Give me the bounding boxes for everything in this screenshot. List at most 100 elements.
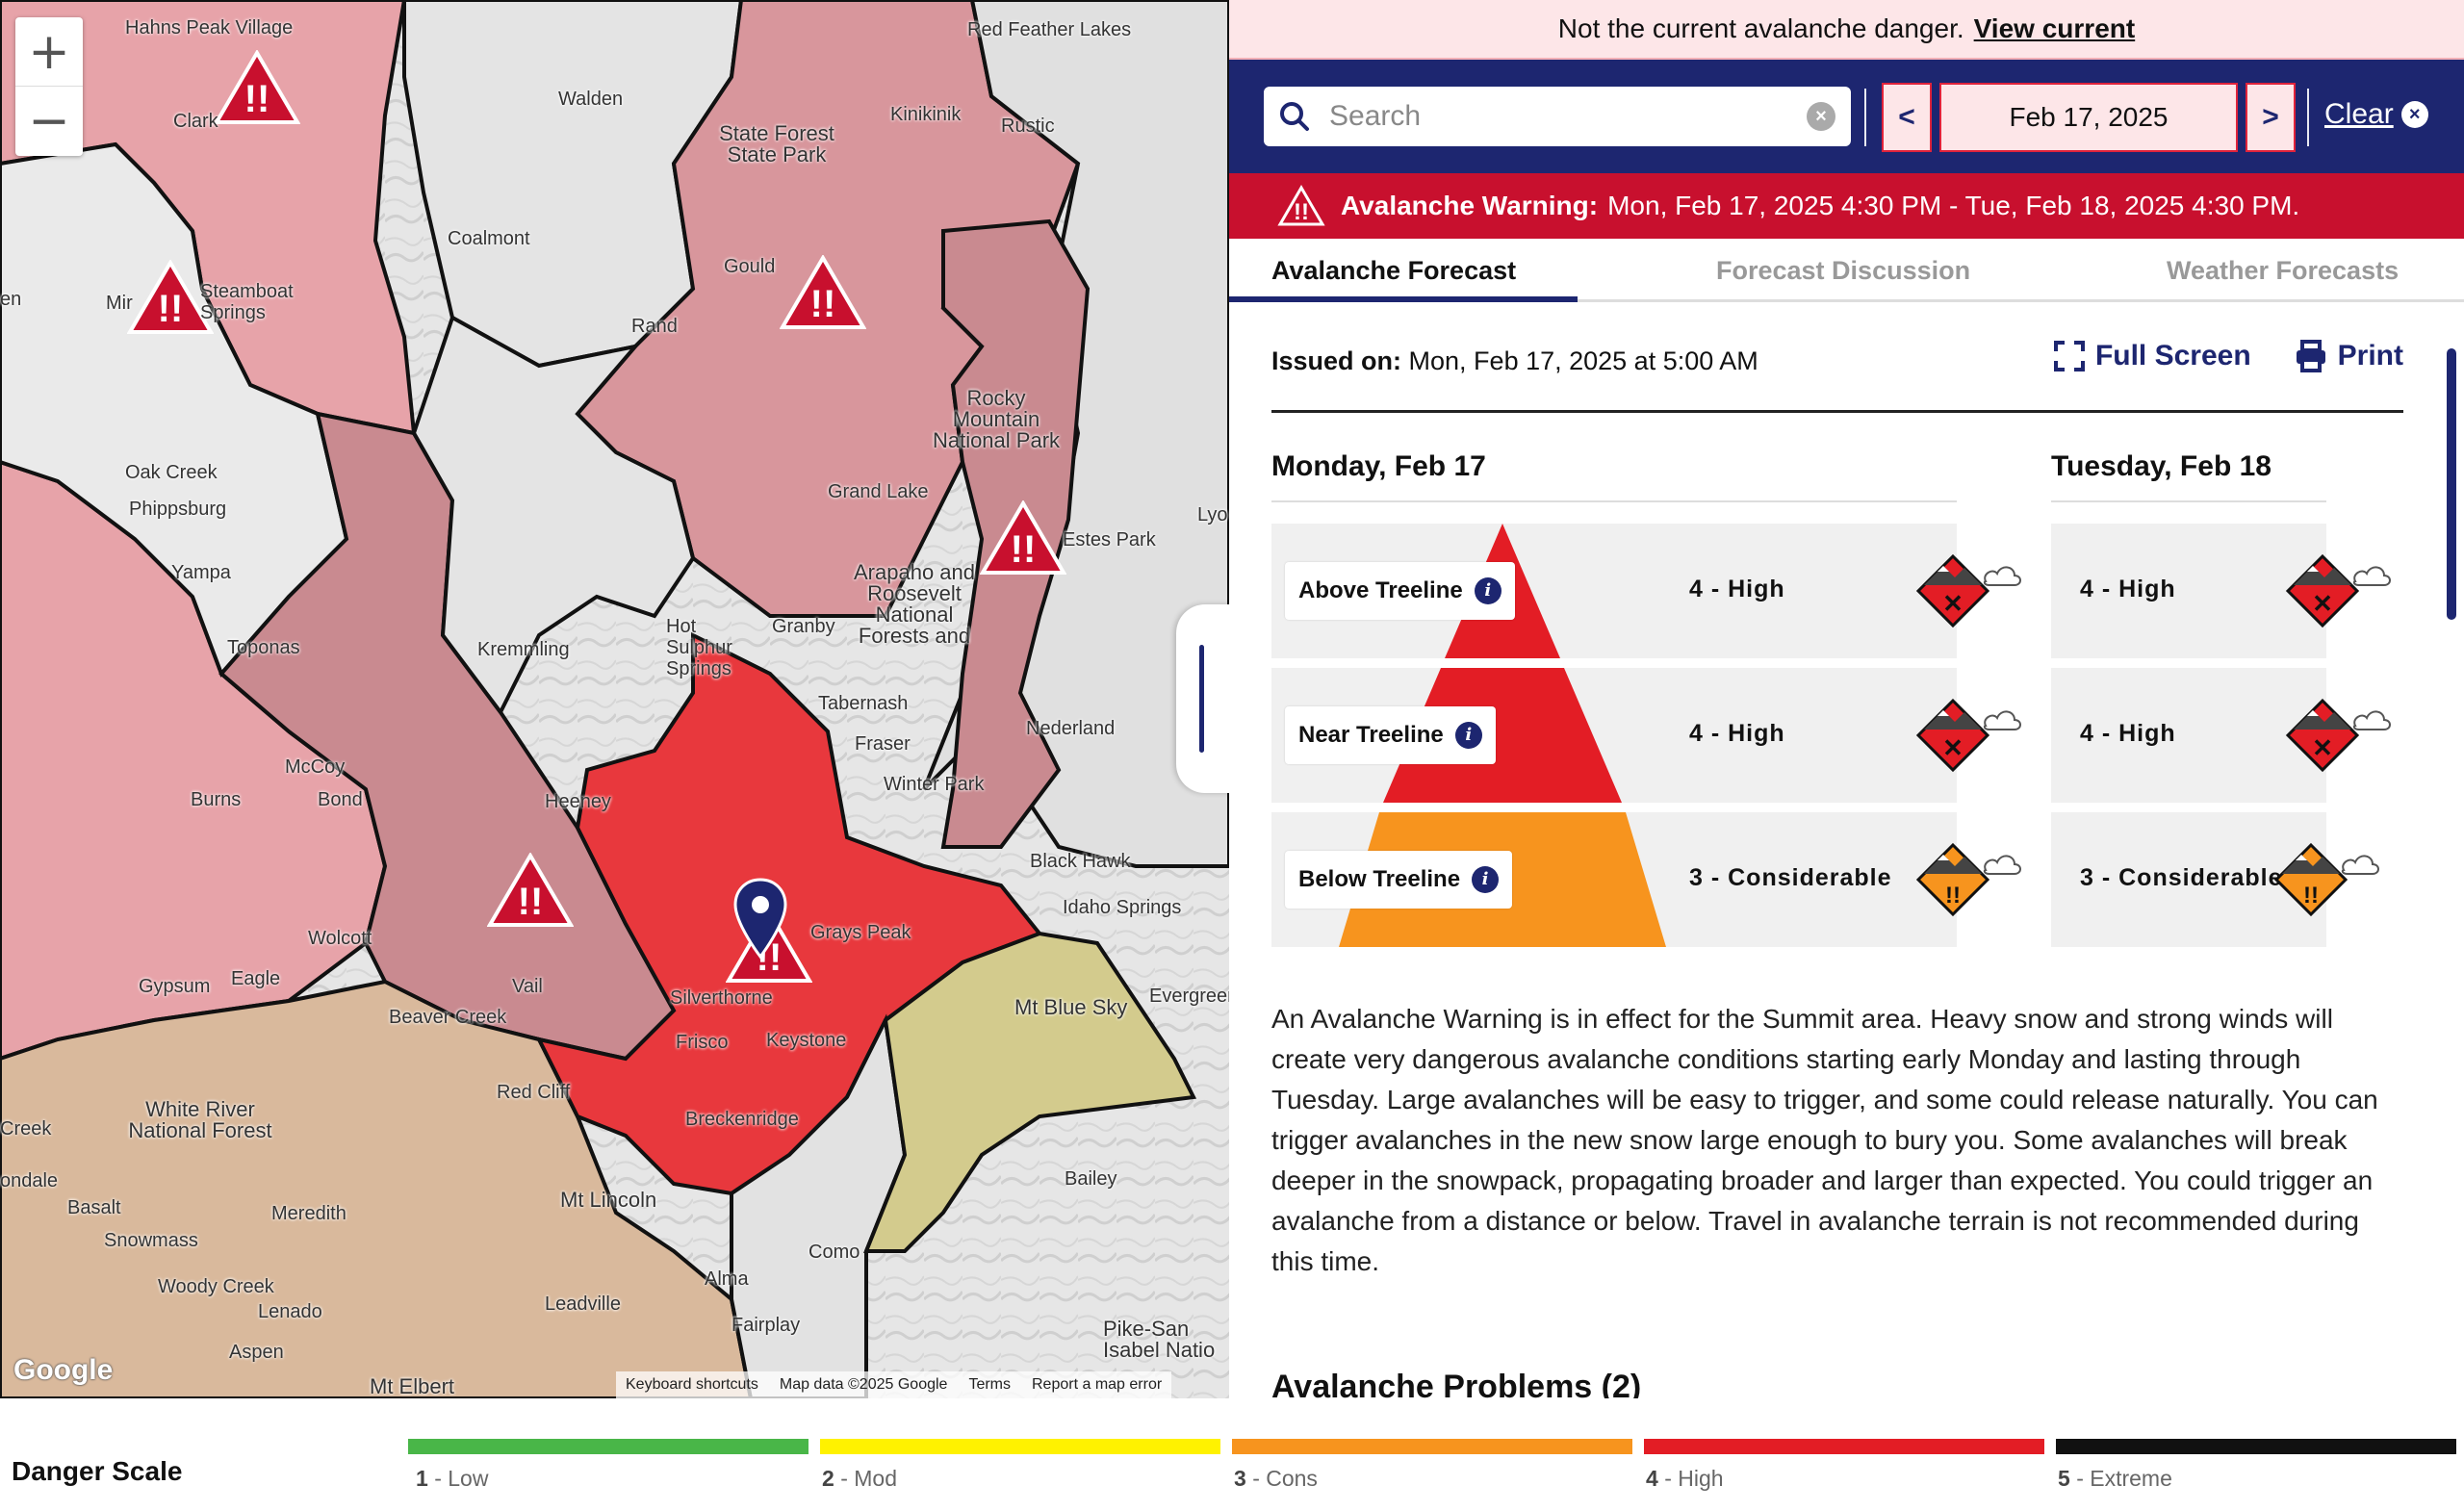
map-label: Grand Lake	[828, 481, 929, 502]
day1-rule	[1271, 500, 1957, 502]
scale-level-number: 4	[1646, 1466, 1658, 1491]
map-label: Granby	[772, 616, 835, 637]
map-label: Basalt	[67, 1197, 121, 1218]
band-name: Below Treeline	[1298, 866, 1461, 892]
warning-triangle-icon: !!	[1277, 185, 1325, 226]
warning-marker-icon[interactable]: !!	[487, 853, 574, 928]
map-label: Rand	[631, 316, 678, 337]
map-label: Mir	[106, 293, 133, 314]
map-label: Burns	[191, 789, 242, 810]
map-label: Mt Elbert	[370, 1374, 455, 1398]
scale-label-extreme: 5 - Extreme	[2058, 1466, 2172, 1492]
avalanche-warning-banner: !! Avalanche Warning: Mon, Feb 17, 2025 …	[1229, 173, 2464, 239]
map-label: Clark	[173, 111, 218, 132]
map-label: Rustic	[1001, 115, 1055, 137]
zoom-in-button[interactable]: +	[15, 17, 83, 87]
date-picker[interactable]: Feb 17, 2025	[1939, 83, 2238, 152]
map-label: Beaver Creek	[389, 1007, 507, 1028]
day2-rule	[2051, 500, 2326, 502]
elevation-row-near-day2	[2051, 668, 2326, 803]
tab-forecast-discussion[interactable]: Forecast Discussion	[1716, 256, 1971, 285]
scale-label-high: 4 - High	[1646, 1466, 1724, 1492]
svg-text:✕: ✕	[2312, 733, 2333, 762]
map-label: Arapaho and Roosevelt National Forests a…	[854, 560, 975, 648]
map-view[interactable]: + − !! !! !! !! !! !! Hahns Peak Village…	[0, 0, 1229, 1398]
scale-level-name: - High	[1664, 1466, 1724, 1491]
zone-summit[interactable]	[535, 631, 1043, 1196]
danger-scale-title: Danger Scale	[12, 1456, 183, 1486]
map-label: Pike-San Isabel Natio	[1103, 1319, 1216, 1361]
map-label: Yampa	[171, 562, 231, 583]
tab-avalanche-forecast[interactable]: Avalanche Forecast	[1271, 256, 1517, 285]
warning-marker-icon[interactable]: !!	[780, 255, 866, 330]
map-label: Walden	[558, 89, 624, 110]
clear-label: Clear	[2324, 98, 2394, 130]
zoom-out-button[interactable]: −	[28, 92, 70, 150]
svg-text:!!: !!	[1011, 528, 1037, 571]
toolbar-divider	[2307, 89, 2309, 146]
danger-level-text: 4 - High	[1689, 720, 1785, 747]
map-canvas[interactable]	[0, 0, 1229, 1398]
map-data-text: Map data ©2025 Google	[779, 1376, 948, 1393]
scale-level-number: 1	[416, 1466, 428, 1491]
terms-link[interactable]: Terms	[968, 1376, 1011, 1393]
scale-level-name: - Mod	[840, 1466, 897, 1491]
warning-marker-icon[interactable]: !!	[980, 500, 1066, 576]
zone-front-range-south[interactable]	[863, 931, 1197, 1253]
scale-label-moderate: 2 - Mod	[822, 1466, 897, 1492]
day2-heading: Tuesday, Feb 18	[2051, 450, 2272, 482]
panel-scrollbar[interactable]	[2447, 348, 2456, 620]
map-label: Gypsum	[139, 976, 211, 997]
high-danger-icon: ✕	[2285, 698, 2391, 773]
svg-text:✕: ✕	[1942, 589, 1964, 618]
full-screen-button[interactable]: Full Screen	[2053, 340, 2251, 372]
keyboard-shortcuts-link[interactable]: Keyboard shortcuts	[626, 1376, 758, 1393]
issued-value: Mon, Feb 17, 2025 at 5:00 AM	[1408, 346, 1758, 375]
forecast-tools: Full Screen Print	[2053, 339, 2403, 373]
map-label: Tabernash	[818, 693, 909, 714]
warning-marker-icon[interactable]: !!	[214, 50, 300, 125]
map-label: Phippsburg	[129, 499, 227, 520]
map-label: White River National Forest	[128, 1097, 272, 1142]
map-label: Idaho Springs	[1063, 897, 1182, 918]
map-label: Rocky Mountain National Park	[932, 386, 1061, 452]
tab-weather-forecasts[interactable]: Weather Forecasts	[2167, 256, 2400, 285]
report-error-link[interactable]: Report a map error	[1032, 1376, 1163, 1393]
info-icon[interactable]: i	[1474, 577, 1502, 604]
zone-gray-middle[interactable]	[411, 315, 696, 716]
danger-scale: Danger Scale 1 - Low 2 - Mod 3 - Cons 4 …	[0, 1398, 2464, 1511]
info-icon[interactable]: i	[1454, 722, 1482, 749]
danger-level-text: 4 - High	[2080, 720, 2176, 747]
map-label: Mt Lincoln	[560, 1188, 657, 1212]
warning-marker-icon[interactable]: !!	[127, 260, 214, 335]
search-clear-icon[interactable]: ×	[1807, 102, 1835, 131]
scale-level-number: 3	[1234, 1466, 1246, 1491]
map-label: Meredith	[271, 1203, 346, 1224]
scale-level-number: 5	[2058, 1466, 2070, 1491]
svg-text:!!: !!	[810, 283, 836, 325]
map-label: Creek	[0, 1118, 52, 1140]
map-label: Leadville	[545, 1293, 621, 1315]
location-pin-icon[interactable]	[732, 878, 789, 960]
map-label: Keystone	[766, 1030, 847, 1051]
map-label: Estes Park	[1063, 529, 1156, 551]
previous-day-button[interactable]: <	[1882, 83, 1932, 152]
map-label: State Forest State Park	[719, 121, 834, 166]
map-label: Wolcott	[308, 928, 372, 949]
danger-level-text: 4 - High	[1689, 576, 1785, 602]
search-input[interactable]: Search ×	[1264, 87, 1851, 146]
print-button[interactable]: Print	[2294, 339, 2403, 373]
toolbar: Search × < Feb 17, 2025 > Clear ×	[1229, 60, 2464, 173]
panel-collapse-handle[interactable]	[1176, 604, 1229, 793]
info-icon[interactable]: i	[1472, 866, 1500, 893]
clear-button[interactable]: Clear ×	[2324, 98, 2428, 131]
next-day-button[interactable]: >	[2246, 83, 2296, 152]
svg-text:!!: !!	[2303, 883, 2319, 909]
considerable-danger-icon: !!	[1915, 842, 2021, 917]
map-label: Silverthorne	[670, 987, 773, 1009]
map-label: Steamboat Springs	[200, 281, 294, 323]
view-current-link[interactable]: View current	[1973, 13, 2136, 43]
high-danger-icon: ✕	[2285, 553, 2391, 628]
google-logo[interactable]: Google	[13, 1354, 114, 1386]
considerable-danger-icon: !!	[2273, 842, 2379, 917]
